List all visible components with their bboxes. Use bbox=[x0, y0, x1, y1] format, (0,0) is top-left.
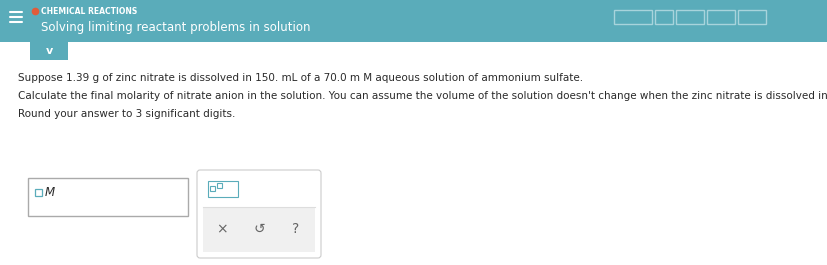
FancyBboxPatch shape bbox=[654, 10, 672, 24]
FancyBboxPatch shape bbox=[197, 170, 321, 258]
Text: Solving limiting reactant problems in solution: Solving limiting reactant problems in so… bbox=[41, 20, 310, 33]
Text: ↺: ↺ bbox=[253, 222, 265, 236]
FancyBboxPatch shape bbox=[0, 0, 827, 42]
FancyBboxPatch shape bbox=[706, 10, 734, 24]
Text: ×: × bbox=[216, 222, 227, 236]
FancyBboxPatch shape bbox=[614, 10, 651, 24]
FancyBboxPatch shape bbox=[675, 10, 703, 24]
FancyBboxPatch shape bbox=[30, 42, 68, 60]
FancyBboxPatch shape bbox=[203, 207, 314, 252]
Text: CHEMICAL REACTIONS: CHEMICAL REACTIONS bbox=[41, 7, 137, 15]
FancyBboxPatch shape bbox=[737, 10, 765, 24]
Text: ?: ? bbox=[292, 222, 299, 236]
Text: Suppose 1.39 g of zinc nitrate is dissolved in 150. mL of a 70.0 m M aqueous sol: Suppose 1.39 g of zinc nitrate is dissol… bbox=[18, 73, 582, 83]
FancyBboxPatch shape bbox=[28, 178, 188, 216]
Text: v: v bbox=[45, 46, 53, 56]
Text: Round your answer to 3 significant digits.: Round your answer to 3 significant digit… bbox=[18, 109, 235, 119]
Text: Calculate the final molarity of nitrate anion in the solution. You can assume th: Calculate the final molarity of nitrate … bbox=[18, 91, 827, 101]
Text: M: M bbox=[45, 186, 55, 199]
